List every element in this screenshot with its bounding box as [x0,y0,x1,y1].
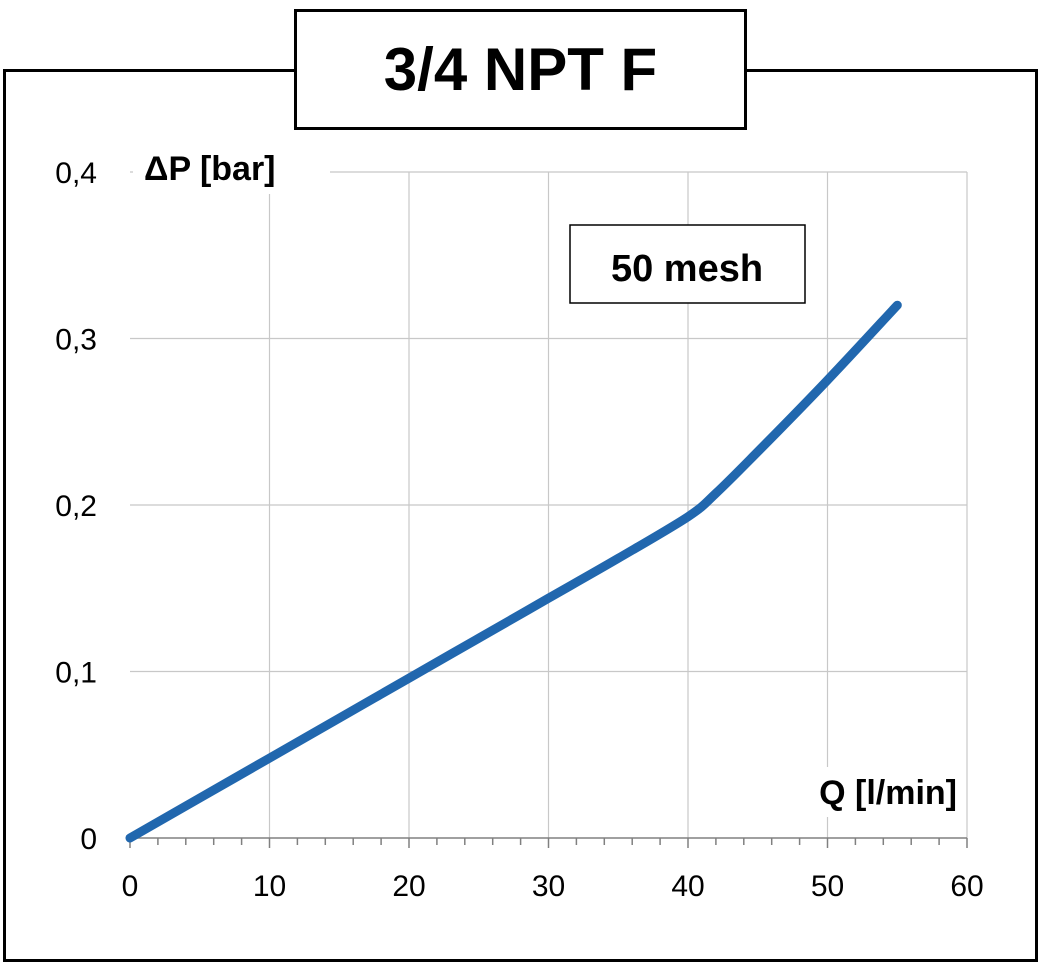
tick-labels: 0 10 20 30 40 50 60 0 0,1 0,2 0,3 0,4 [55,157,983,903]
y-tick-label: 0,2 [55,490,97,523]
x-tick-label: 50 [811,870,844,903]
annotation-box: 50 mesh [569,224,806,304]
y-tick-label: 0,3 [55,324,97,357]
x-tick-label: 10 [253,870,286,903]
annotation-label: 50 mesh [611,248,763,290]
y-tick-label: 0,1 [55,657,97,690]
x-axis-title-background [773,767,963,817]
x-tick-label: 20 [392,870,425,903]
y-axis-title-background [133,150,330,194]
y-tick-label: 0,4 [55,157,97,190]
y-axis-title: ΔP [bar] [144,150,276,188]
x-tick-label: 40 [671,870,704,903]
title-box: 3/4 NPT F [294,9,747,130]
series-line-0 [125,300,902,843]
x-tick-label: 0 [122,870,139,903]
chart-title: 3/4 NPT F [383,36,658,103]
x-tick-label: 60 [950,870,983,903]
x-tick-label: 30 [532,870,565,903]
axes [129,837,968,848]
series-group [125,300,902,843]
annotation-frame [569,224,806,304]
y-tick-label: 0 [80,823,97,856]
x-axis-title: Q [l/min] [819,774,957,812]
grid-lines [130,171,968,838]
